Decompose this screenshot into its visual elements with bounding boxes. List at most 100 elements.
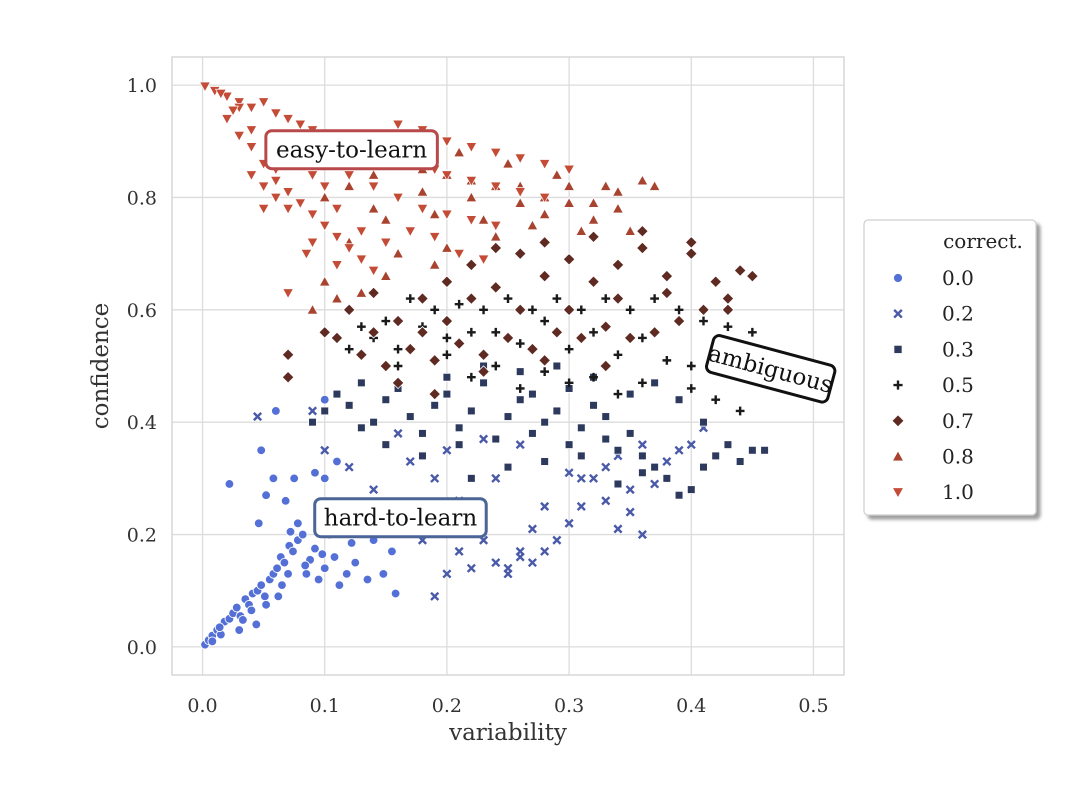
data-point [251, 619, 262, 630]
data-point [564, 518, 574, 528]
data-point [613, 445, 623, 455]
data-point [576, 501, 586, 511]
data-point [489, 241, 503, 255]
data-point [489, 281, 503, 294]
data-point [587, 275, 600, 289]
data-point [369, 485, 379, 495]
data-point [589, 327, 598, 337]
data-point [538, 159, 551, 170]
data-point [221, 91, 233, 103]
legend-box [863, 219, 1037, 516]
data-point [552, 294, 562, 303]
legend-item: 0.5 [893, 373, 974, 397]
legend-item: 0.7 [891, 409, 974, 433]
legend-label: 0.7 [942, 409, 974, 433]
data-point [332, 389, 342, 399]
legend-item: 0.0 [892, 266, 974, 290]
y-axis-title: confidence [88, 303, 114, 430]
legend-marker [893, 344, 903, 354]
data-point [699, 417, 708, 427]
data-point [261, 490, 271, 501]
data-point [306, 209, 319, 221]
data-point [686, 485, 696, 494]
data-point [378, 569, 389, 579]
data-point [224, 479, 235, 489]
y-tick-label: 0.6 [127, 300, 157, 322]
data-point [625, 485, 635, 495]
data-point [318, 325, 332, 339]
data-point [697, 303, 710, 317]
data-point [442, 445, 452, 455]
legend-label: 0.3 [942, 337, 974, 361]
data-point [418, 429, 427, 438]
data-point [491, 361, 501, 371]
data-point [293, 518, 303, 529]
data-point [540, 417, 549, 427]
data-point [650, 294, 659, 303]
data-point [442, 372, 452, 382]
data-point [416, 292, 429, 305]
data-point [404, 226, 417, 238]
data-point [513, 247, 527, 260]
data-point [660, 269, 674, 283]
annotation-box [264, 129, 439, 171]
data-point [588, 473, 599, 483]
data-point [231, 602, 242, 613]
data-point [199, 81, 211, 93]
data-point [515, 552, 525, 562]
data-point [514, 153, 527, 165]
data-point [564, 344, 574, 354]
data-point [381, 440, 391, 449]
data-point [733, 264, 747, 277]
data-point [650, 462, 659, 472]
data-point [684, 247, 698, 260]
data-point [454, 546, 464, 556]
plot-frame [171, 56, 845, 676]
data-point [723, 440, 733, 449]
data-point [589, 401, 598, 410]
data-point [454, 440, 464, 449]
data-point [648, 180, 661, 191]
x-tick-label: 0.5 [798, 695, 828, 717]
annotation-hard-to-learn: hard-to-learn [313, 497, 488, 539]
legend-marker [893, 380, 903, 390]
data-point [331, 204, 343, 215]
data-point [503, 569, 513, 579]
data-point [350, 557, 361, 568]
data-point [416, 204, 429, 215]
data-point [307, 406, 318, 416]
legend-item: 0.2 [893, 302, 974, 326]
data-point [513, 303, 527, 317]
data-point [355, 226, 368, 238]
data-point [636, 174, 649, 186]
data-point [467, 406, 476, 416]
data-point [428, 208, 441, 219]
data-point [357, 322, 366, 332]
data-point [310, 543, 320, 554]
data-point [748, 445, 757, 455]
data-point [625, 305, 635, 315]
data-point [367, 325, 380, 339]
data-point [313, 574, 324, 585]
data-point [466, 327, 476, 337]
data-point [540, 546, 550, 556]
series-0.0 [200, 394, 401, 650]
data-point [515, 339, 525, 348]
data-point [428, 232, 441, 243]
data-point [294, 198, 307, 210]
data-point [367, 181, 380, 193]
data-point [672, 314, 686, 328]
data-point [428, 258, 441, 270]
y-tick-label: 1.0 [127, 75, 157, 97]
data-point [563, 197, 575, 208]
x-tick-label: 0.1 [310, 695, 340, 717]
data-point [540, 501, 550, 511]
legend-marker [893, 309, 903, 319]
data-point [268, 473, 279, 484]
data-point [329, 552, 340, 562]
data-point [563, 180, 575, 191]
data-point [575, 225, 588, 236]
data-point [686, 361, 696, 371]
data-point [301, 569, 312, 579]
